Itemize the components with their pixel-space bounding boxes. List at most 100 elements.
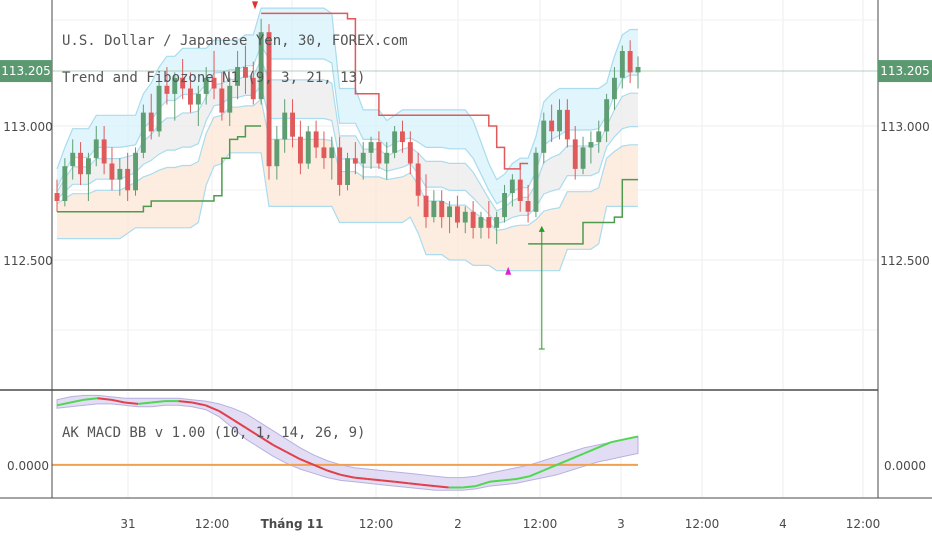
macd-segment[interactable] bbox=[340, 473, 355, 479]
candle-body[interactable] bbox=[345, 158, 350, 185]
macd-segment[interactable] bbox=[354, 476, 368, 480]
macd-segment[interactable] bbox=[259, 435, 274, 446]
candle-body[interactable] bbox=[227, 85, 233, 113]
candle-body[interactable] bbox=[502, 193, 507, 218]
macd-segment[interactable] bbox=[205, 404, 220, 412]
candle-body[interactable] bbox=[627, 51, 633, 73]
candle-body[interactable] bbox=[235, 67, 240, 86]
candle-body[interactable] bbox=[101, 139, 107, 164]
macd-segment[interactable] bbox=[516, 475, 531, 480]
macd-segment[interactable] bbox=[556, 458, 571, 466]
macd-segment[interactable] bbox=[597, 441, 612, 449]
candle-body[interactable] bbox=[557, 109, 562, 132]
macd-segment[interactable] bbox=[570, 452, 585, 461]
candle-body[interactable] bbox=[462, 211, 468, 223]
macd-segment[interactable] bbox=[529, 469, 544, 478]
candle-body[interactable] bbox=[384, 152, 390, 164]
candle-body[interactable] bbox=[619, 51, 625, 78]
candle-body[interactable] bbox=[172, 77, 178, 94]
candle-body[interactable] bbox=[400, 131, 405, 143]
candle-body[interactable] bbox=[117, 168, 123, 180]
macd-segment[interactable] bbox=[313, 463, 328, 472]
candlestick-series[interactable] bbox=[54, 18, 641, 244]
macd-segment[interactable] bbox=[489, 479, 504, 483]
candle-body[interactable] bbox=[533, 152, 539, 212]
macd-segment[interactable] bbox=[151, 400, 166, 404]
candle-body[interactable] bbox=[604, 99, 610, 132]
candle-body[interactable] bbox=[78, 152, 83, 175]
macd-segment[interactable] bbox=[421, 483, 436, 488]
candle-body[interactable] bbox=[447, 206, 452, 218]
macd-segment[interactable] bbox=[110, 398, 125, 404]
candle-body[interactable] bbox=[54, 193, 60, 201]
macd-segment[interactable] bbox=[435, 485, 449, 489]
macd-segment[interactable] bbox=[475, 480, 490, 488]
candle-body[interactable] bbox=[313, 131, 319, 148]
candle-body[interactable] bbox=[305, 131, 311, 164]
candle-body[interactable] bbox=[423, 195, 429, 218]
candle-body[interactable] bbox=[203, 77, 209, 94]
macd-segment[interactable] bbox=[299, 458, 315, 466]
macd-segment[interactable] bbox=[191, 401, 206, 407]
macd-segment[interactable] bbox=[70, 398, 85, 404]
candle-body[interactable] bbox=[572, 139, 578, 169]
candle-body[interactable] bbox=[470, 211, 476, 228]
macd-segment[interactable] bbox=[124, 401, 139, 405]
candle-body[interactable] bbox=[250, 77, 256, 100]
candle-body[interactable] bbox=[211, 77, 217, 89]
macd-segment[interactable] bbox=[245, 427, 261, 438]
candle-body[interactable] bbox=[298, 136, 303, 164]
candle-body[interactable] bbox=[86, 158, 91, 175]
candle-body[interactable] bbox=[164, 85, 170, 94]
macd-segment[interactable] bbox=[326, 469, 342, 476]
macd-segment[interactable] bbox=[543, 463, 558, 472]
macd-segment[interactable] bbox=[137, 401, 152, 405]
candle-body[interactable] bbox=[321, 147, 327, 159]
macd-segment[interactable] bbox=[408, 482, 422, 486]
macd-segment[interactable] bbox=[462, 485, 477, 489]
macd-segment[interactable] bbox=[286, 451, 301, 461]
macd-segment[interactable] bbox=[97, 397, 112, 401]
macd-segment[interactable] bbox=[272, 444, 288, 453]
candle-body[interactable] bbox=[133, 152, 138, 191]
macd-segment[interactable] bbox=[83, 397, 98, 401]
candle-body[interactable] bbox=[455, 206, 460, 223]
macd-segment[interactable] bbox=[381, 479, 395, 483]
candle-body[interactable] bbox=[525, 201, 531, 212]
macd-panel[interactable] bbox=[52, 394, 639, 491]
candle-body[interactable] bbox=[596, 131, 602, 143]
candle-body[interactable] bbox=[635, 67, 641, 73]
candle-body[interactable] bbox=[580, 147, 586, 169]
candle-body[interactable] bbox=[360, 152, 366, 164]
candle-body[interactable] bbox=[415, 163, 421, 196]
macd-segment[interactable] bbox=[178, 400, 193, 404]
candle-body[interactable] bbox=[329, 147, 335, 159]
candle-body[interactable] bbox=[494, 217, 500, 228]
macd-segment[interactable] bbox=[232, 418, 247, 429]
candle-body[interactable] bbox=[195, 93, 201, 105]
macd-segment[interactable] bbox=[583, 446, 598, 455]
candle-body[interactable] bbox=[517, 179, 523, 201]
candle-body[interactable] bbox=[376, 142, 382, 164]
candle-body[interactable] bbox=[564, 109, 570, 140]
candle-body[interactable] bbox=[62, 166, 68, 201]
candle-body[interactable] bbox=[109, 163, 115, 180]
candle-body[interactable] bbox=[352, 158, 358, 164]
candle-body[interactable] bbox=[282, 112, 288, 140]
candle-body[interactable] bbox=[266, 32, 272, 167]
candle-body[interactable] bbox=[70, 152, 76, 167]
macd-segment[interactable] bbox=[367, 478, 382, 482]
candle-body[interactable] bbox=[407, 142, 413, 164]
candle-body[interactable] bbox=[93, 139, 99, 159]
candle-body[interactable] bbox=[478, 217, 484, 228]
candle-body[interactable] bbox=[156, 85, 162, 132]
candle-body[interactable] bbox=[392, 131, 398, 153]
candle-body[interactable] bbox=[125, 168, 131, 191]
candle-body[interactable] bbox=[148, 112, 154, 132]
candle-body[interactable] bbox=[180, 77, 186, 89]
candle-body[interactable] bbox=[274, 139, 280, 167]
macd-segment[interactable] bbox=[624, 435, 639, 441]
candle-body[interactable] bbox=[219, 88, 225, 113]
candle-body[interactable] bbox=[188, 88, 193, 105]
